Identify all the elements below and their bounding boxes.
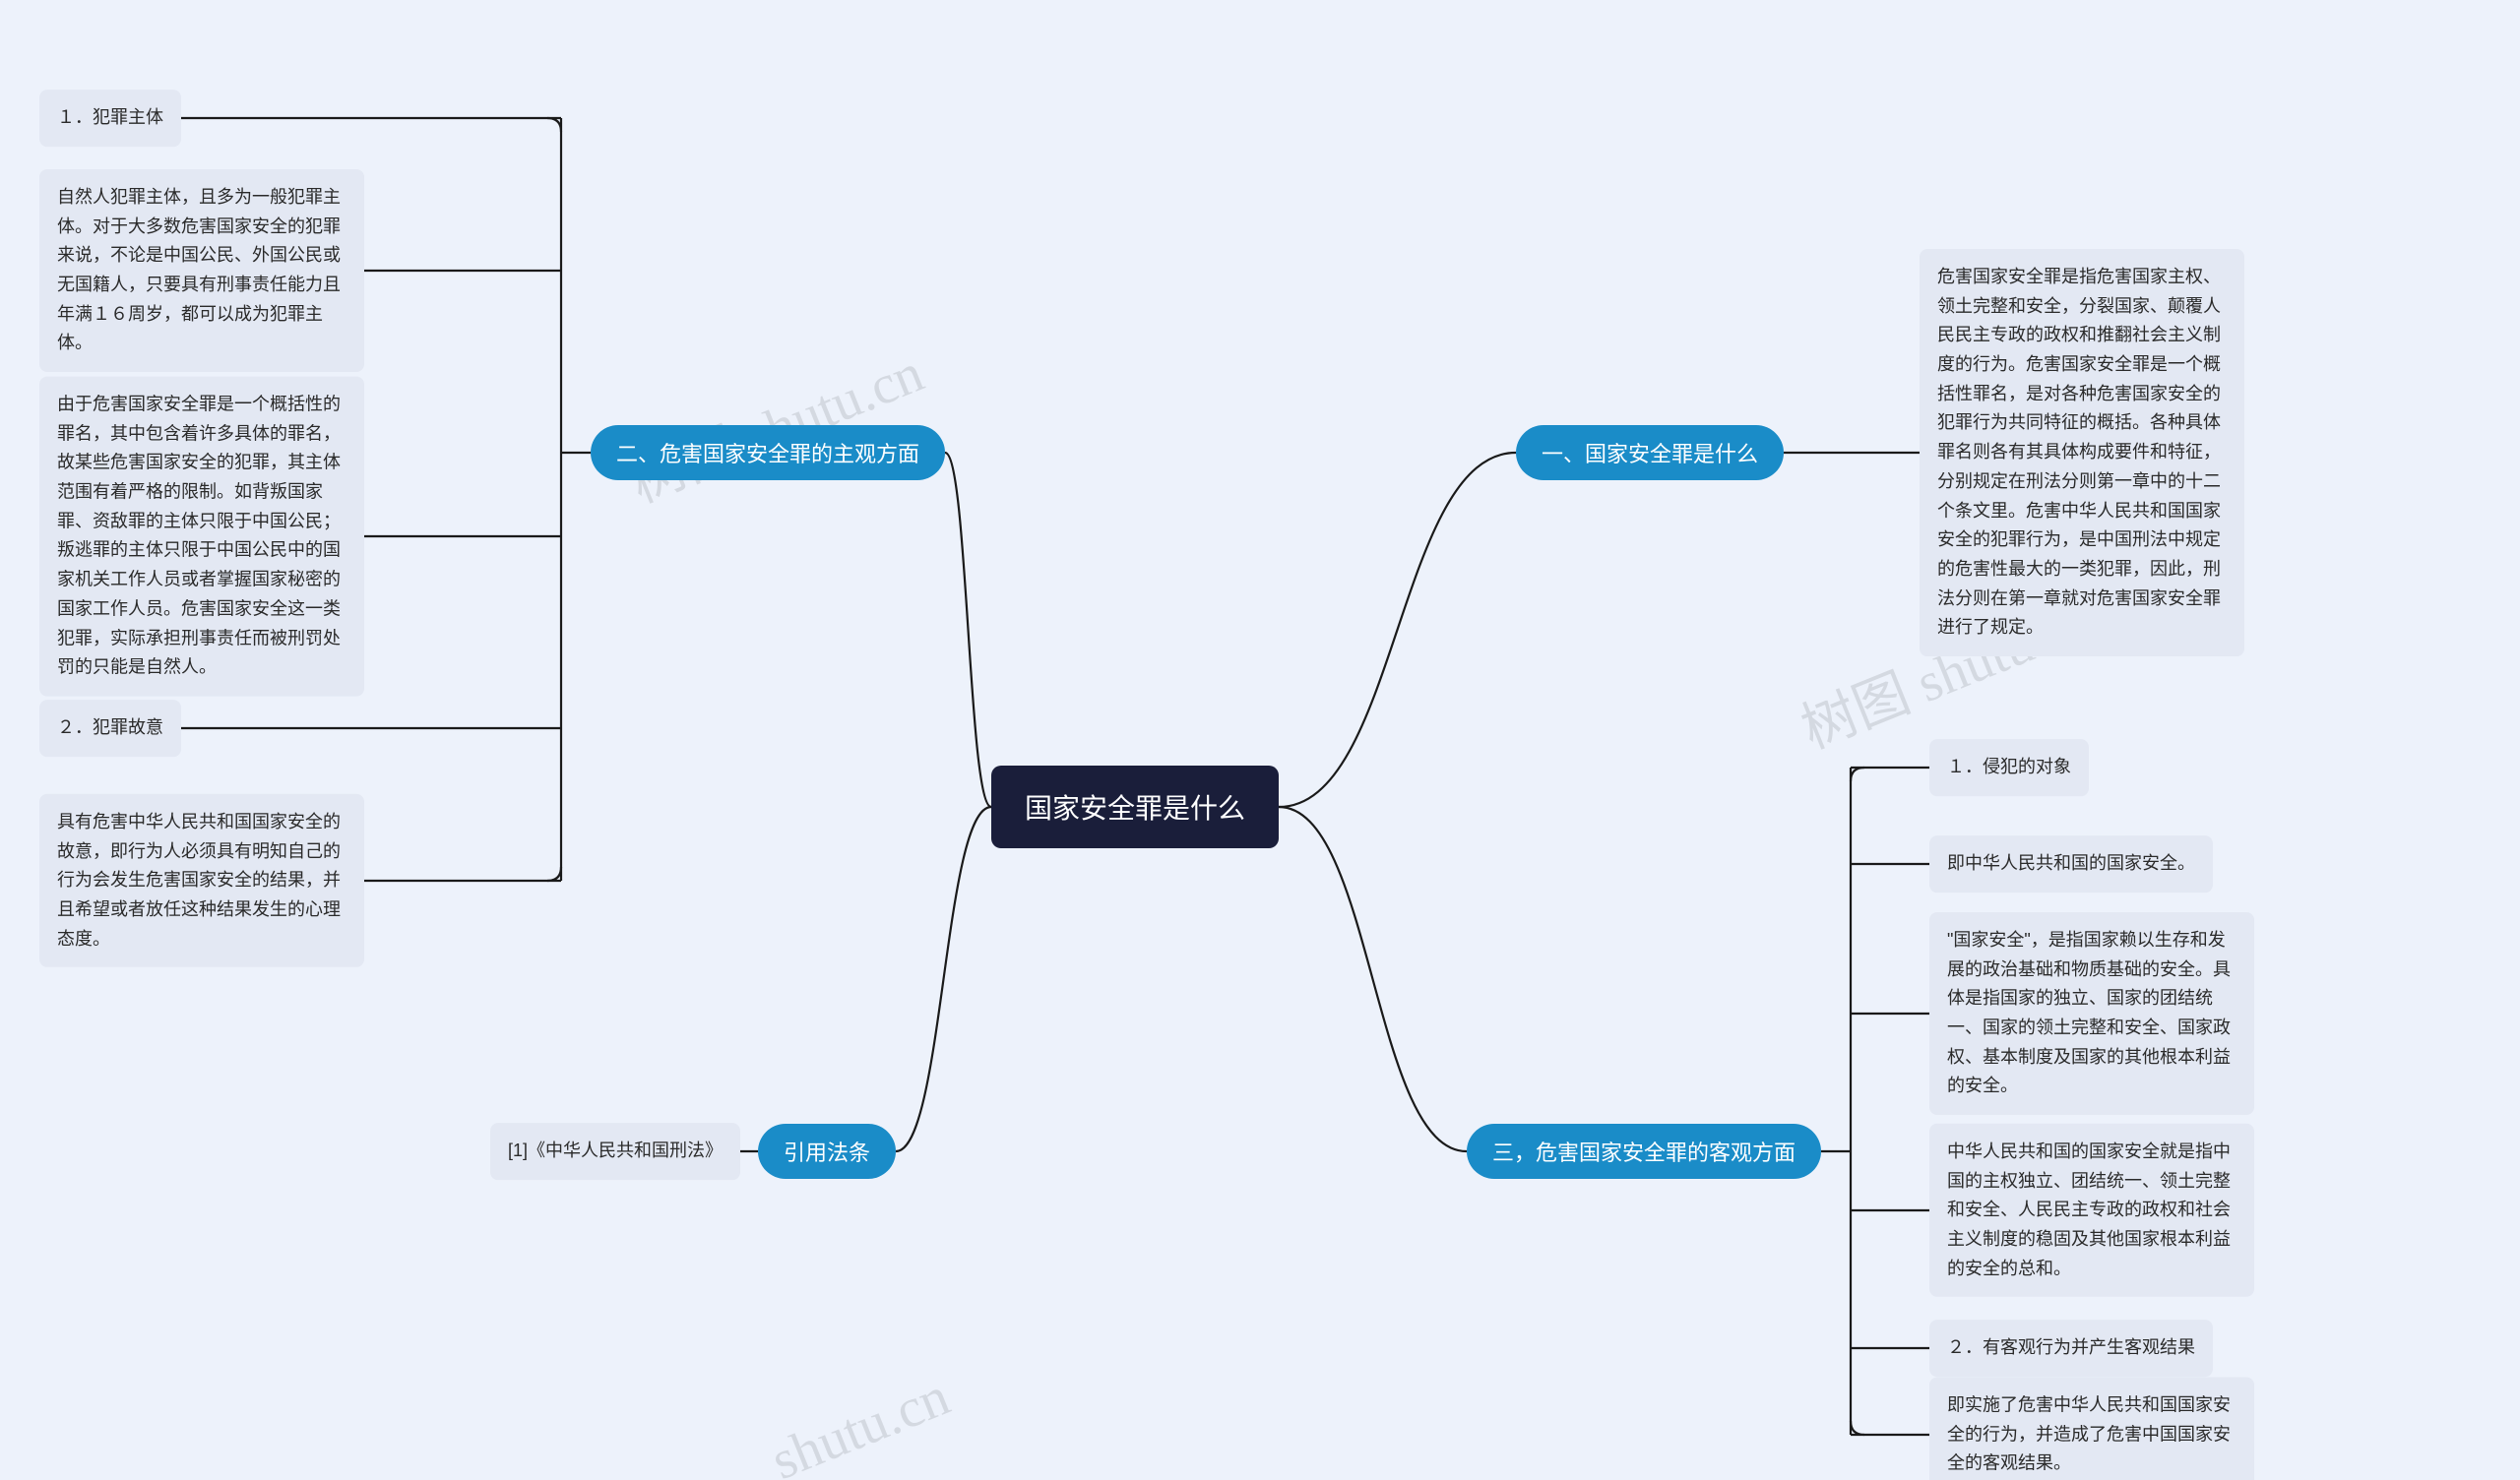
leaf-node-l1_1[interactable]: 危害国家安全罪是指危害国家主权、领土完整和安全，分裂国家、颠覆人民民主专政的政权… — [1920, 249, 2244, 656]
branch-node-b1[interactable]: 一、国家安全罪是什么 — [1516, 425, 1784, 480]
leaf-node-l4_1[interactable]: [1]《中华人民共和国刑法》 — [490, 1123, 740, 1180]
leaf-node-l3_3[interactable]: "国家安全"，是指国家赖以生存和发展的政治基础和物质基础的安全。具体是指国家的独… — [1929, 912, 2254, 1115]
leaf-node-l2_1[interactable]: １．犯罪主体 — [39, 90, 181, 147]
branch-node-b4[interactable]: 引用法条 — [758, 1124, 896, 1179]
center-node[interactable]: 国家安全罪是什么 — [991, 766, 1279, 848]
edge — [1851, 768, 1864, 781]
leaf-node-l3_6[interactable]: 即实施了危害中华人民共和国国家安全的行为，并造成了危害中国国家安全的客观结果。 — [1929, 1377, 2254, 1480]
leaf-node-l3_5[interactable]: ２．有客观行为并产生客观结果 — [1929, 1320, 2213, 1377]
leaf-node-l2_5[interactable]: 具有危害中华人民共和国国家安全的故意，即行为人必须具有明知自己的行为会发生危害国… — [39, 794, 364, 967]
edge — [896, 807, 991, 1151]
leaf-node-l2_2[interactable]: 自然人犯罪主体，且多为一般犯罪主体。对于大多数危害国家安全的犯罪来说，不论是中国… — [39, 169, 364, 372]
edge — [1851, 1421, 1864, 1435]
leaf-node-l3_2[interactable]: 即中华人民共和国的国家安全。 — [1929, 835, 2213, 893]
edge — [1279, 807, 1467, 1151]
leaf-node-l2_4[interactable]: ２．犯罪故意 — [39, 700, 181, 757]
watermark: shutu.cn — [763, 1365, 958, 1480]
leaf-node-l2_3[interactable]: 由于危害国家安全罪是一个概括性的罪名，其中包含着许多具体的罪名，故某些危害国家安… — [39, 377, 364, 697]
edge — [547, 118, 561, 132]
edge — [1279, 453, 1516, 807]
edge — [547, 867, 561, 881]
leaf-node-l3_1[interactable]: １．侵犯的对象 — [1929, 739, 2089, 796]
branch-node-b2[interactable]: 二、危害国家安全罪的主观方面 — [591, 425, 945, 480]
leaf-node-l3_4[interactable]: 中华人民共和国的国家安全就是指中国的主权独立、团结统一、领土完整和安全、人民民主… — [1929, 1124, 2254, 1297]
mindmap-canvas: 树图 shutu.cn树图 shutu.cnshutu.cn国家安全罪是什么一、… — [0, 0, 2520, 1480]
watermark: 树图 shutu.cn — [616, 329, 933, 519]
edge — [945, 453, 991, 807]
branch-node-b3[interactable]: 三，危害国家安全罪的客观方面 — [1467, 1124, 1821, 1179]
